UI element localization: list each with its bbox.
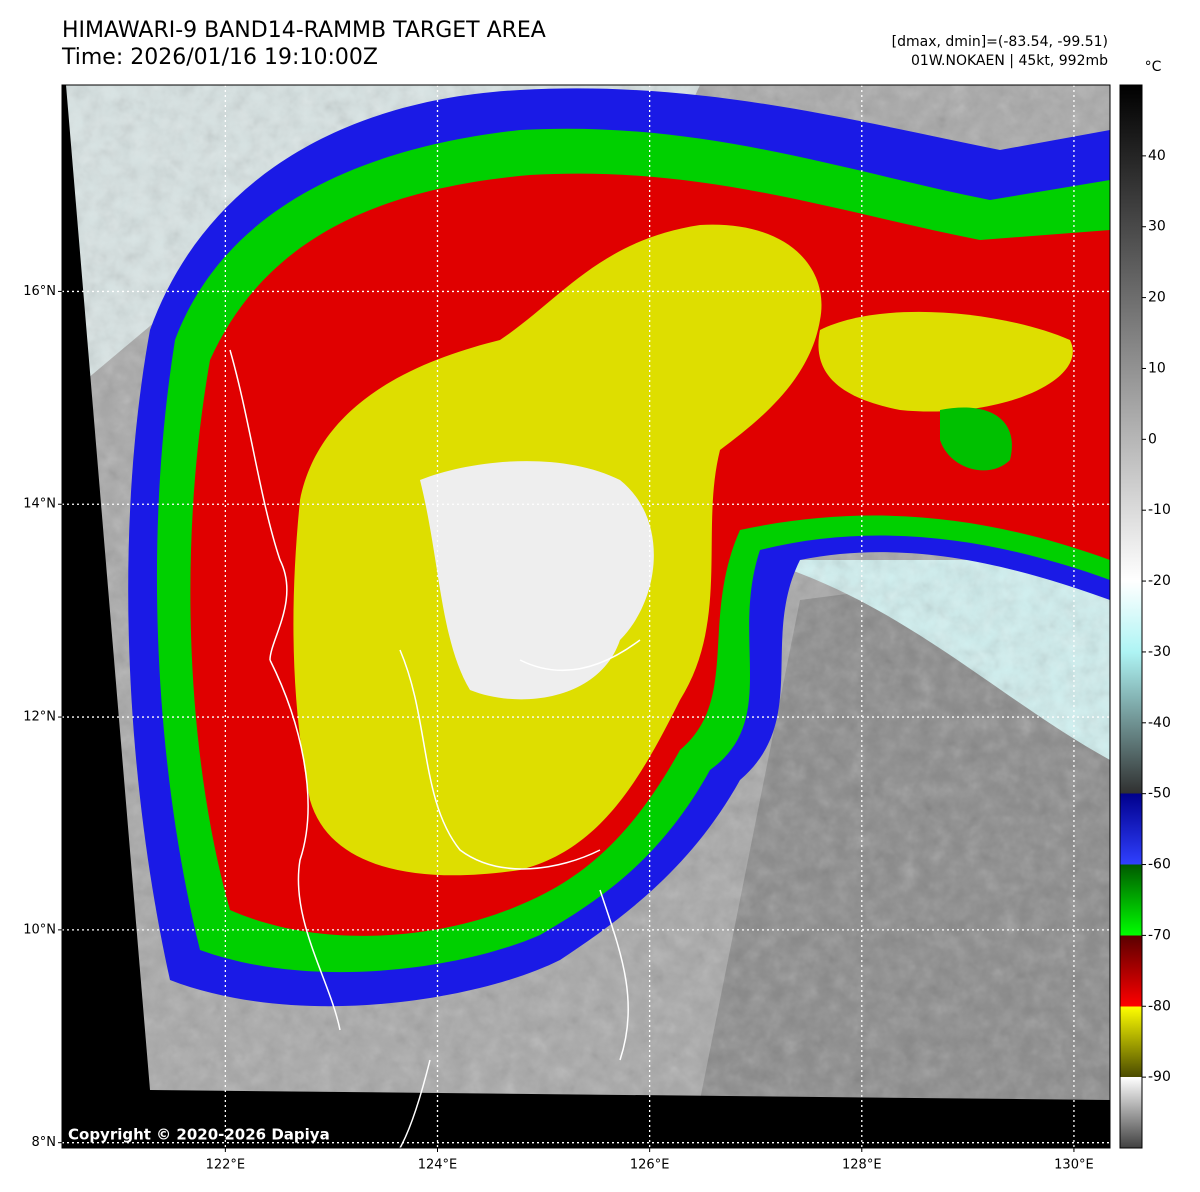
colorbar-tick-label: -80 [1148, 998, 1171, 1014]
y-tick-label: 14°N [23, 497, 56, 512]
colorbar-tick-label: 20 [1148, 290, 1166, 306]
colorbar-unit: °C [1145, 59, 1162, 75]
colorbar-tick-label: -10 [1148, 502, 1171, 518]
storm-info: 01W.NOKAEN | 45kt, 992mb [911, 53, 1108, 69]
colorbar-tick-label: 30 [1148, 219, 1166, 235]
colorbar [1119, 84, 1143, 1149]
colorbar-tick-label: -20 [1148, 573, 1171, 589]
x-tick-label: 126°E [630, 1158, 670, 1173]
title: HIMAWARI-9 BAND14-RAMMB TARGET AREA [62, 18, 546, 43]
x-tick-label: 124°E [418, 1158, 458, 1173]
colorbar-tick-label: 10 [1148, 360, 1166, 376]
range-info: [dmax, dmin]=(-83.54, -99.51) [892, 34, 1108, 50]
colorbar-tick-label: -40 [1148, 715, 1171, 731]
colorbar-tick-label: 40 [1148, 148, 1166, 164]
x-tick-label: 128°E [842, 1158, 882, 1173]
y-tick-label: 12°N [23, 710, 56, 725]
colorbar-tick-label: -90 [1148, 1069, 1171, 1085]
map-frame [61, 84, 1111, 1149]
y-tick-label: 8°N [32, 1135, 57, 1150]
colorbar-tick-label: -50 [1148, 786, 1171, 802]
colorbar-tick-label: 0 [1148, 431, 1157, 447]
y-tick-label: 10°N [23, 922, 56, 937]
time: Time: 2026/01/16 19:10:00Z [61, 45, 378, 70]
y-tick-label: 16°N [23, 284, 56, 299]
colorbar-tick-label: -70 [1148, 927, 1171, 943]
copyright: Copyright © 2020-2026 Dapiya [68, 1126, 330, 1144]
graticule [62, 85, 1110, 1148]
x-tick-label: 130°E [1054, 1158, 1094, 1173]
colorbar-tick-label: -60 [1148, 857, 1171, 873]
satellite-image [62, 85, 1110, 1148]
x-tick-label: 122°E [206, 1158, 246, 1173]
colorbar-tick-label: -30 [1148, 644, 1171, 660]
